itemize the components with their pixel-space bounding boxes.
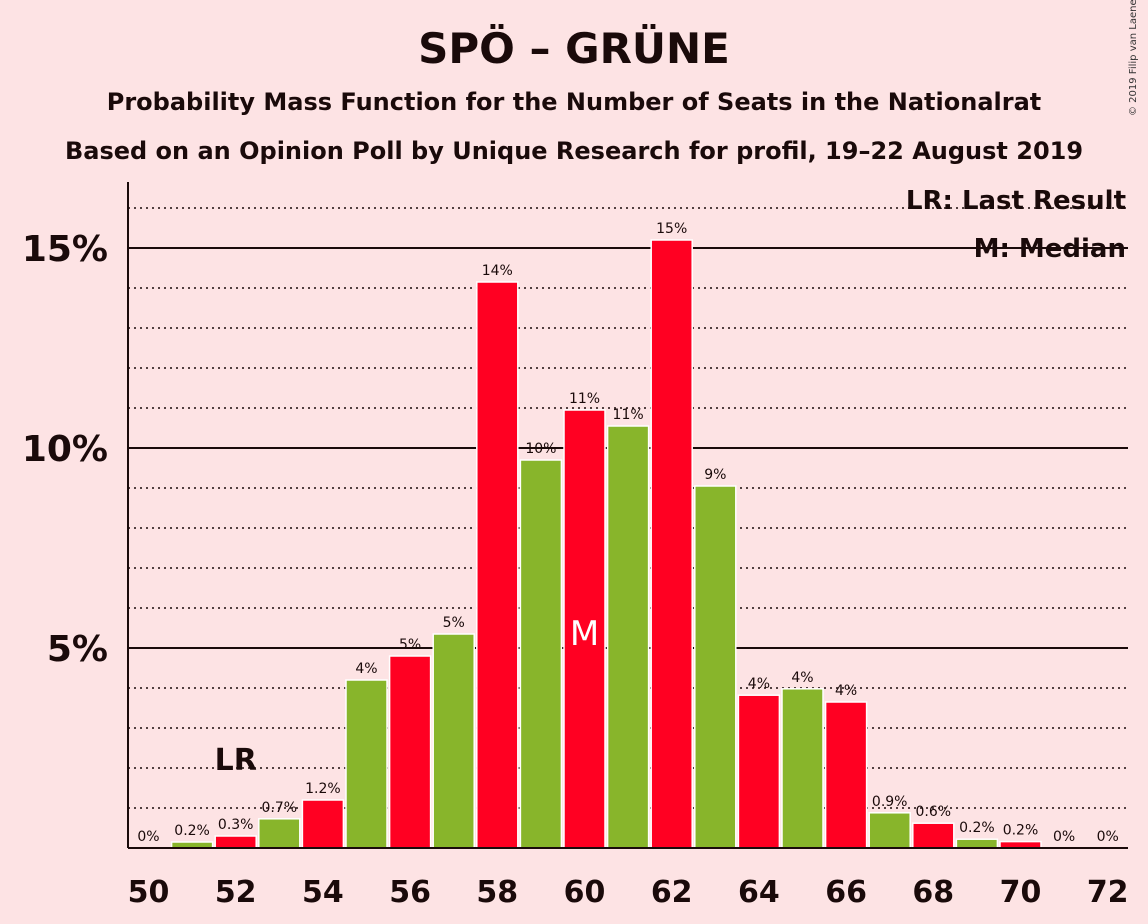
- value-label-seats-61: 11%: [613, 407, 644, 423]
- x-tick-label: 50: [128, 875, 170, 910]
- bar-seats-53: [258, 818, 301, 849]
- y-tick-labels: 5% 10% 15%: [22, 229, 108, 670]
- value-label-seats-69: 0.2%: [959, 820, 995, 836]
- value-label-seats-50: 0%: [137, 829, 159, 845]
- value-label-seats-71: 0%: [1053, 829, 1075, 845]
- chart-title: SPÖ – GRÜNE: [418, 24, 730, 73]
- value-label-seats-64: 4%: [748, 676, 770, 692]
- bar-seats-52: [214, 835, 257, 849]
- value-label-seats-56: 5%: [399, 637, 421, 653]
- value-label-seats-68: 0.6%: [916, 804, 952, 820]
- value-label-seats-55: 4%: [355, 661, 377, 677]
- bar-seats-54: [301, 799, 345, 849]
- median-marker: M: [570, 614, 599, 654]
- bar-seats-55: [345, 679, 388, 849]
- value-label-seats-63: 9%: [704, 467, 726, 483]
- value-label-seats-57: 5%: [443, 615, 465, 631]
- bar-seats-60: [563, 409, 606, 849]
- value-labels: 0% 0.2% 0.3% 0.7% 1.2% 4% 5% 5% 14% 10% 11% 11% 15% 9…: [137, 221, 1118, 845]
- x-tick-label: 66: [825, 875, 867, 910]
- x-tick-label: 62: [651, 875, 693, 910]
- bar-seats-62: [650, 239, 693, 849]
- bars: [170, 239, 1042, 849]
- x-tick-label: 52: [215, 875, 257, 910]
- x-tick-label: 56: [389, 875, 431, 910]
- bar-seats-57: [432, 633, 475, 849]
- chart-subtitle-2: Based on an Opinion Poll by Unique Resea…: [64, 137, 1084, 165]
- bar-seats-63: [694, 485, 737, 849]
- axes: [127, 182, 1128, 849]
- value-label-seats-70: 0.2%: [1003, 823, 1039, 839]
- y-tick-label: 5%: [47, 629, 108, 670]
- bar-seats-66: [824, 701, 868, 849]
- chart-subtitle: Probability Mass Function for the Number…: [106, 88, 1042, 116]
- value-label-seats-51: 0.2%: [174, 823, 210, 839]
- y-tick-label: 15%: [22, 229, 108, 270]
- legend: LR: Last Result M: Median: [906, 186, 1126, 264]
- markers: LR M: [215, 614, 600, 778]
- bar-seats-56: [388, 655, 432, 849]
- value-label-seats-67: 0.9%: [872, 794, 908, 810]
- value-label-seats-52: 0.3%: [218, 817, 254, 833]
- legend-last-result: LR: Last Result: [906, 186, 1126, 216]
- last-result-marker: LR: [215, 743, 257, 778]
- y-tick-label: 10%: [22, 429, 108, 470]
- value-label-seats-53: 0.7%: [262, 800, 298, 816]
- value-label-seats-62: 15%: [656, 221, 687, 237]
- bar-seats-59: [519, 459, 563, 849]
- x-tick-label: 70: [1000, 875, 1042, 910]
- value-label-seats-59: 10%: [525, 441, 556, 457]
- bar-seats-69: [955, 838, 999, 849]
- x-tick-label: 68: [912, 875, 954, 910]
- x-tick-label: 58: [476, 875, 518, 910]
- value-label-seats-54: 1.2%: [305, 781, 341, 797]
- bar-seats-65: [781, 688, 824, 849]
- x-tick-label: 54: [302, 875, 344, 910]
- x-tick-label: 64: [738, 875, 780, 910]
- bar-seats-64: [737, 694, 781, 849]
- bar-seats-58: [476, 281, 519, 849]
- value-label-seats-60: 11%: [569, 391, 600, 407]
- bar-seats-68: [912, 822, 955, 849]
- x-tick-labels: 50 52 54 56 58 60 62 64 66 68 70 72: [128, 875, 1129, 910]
- bar-seats-67: [868, 812, 911, 849]
- bar-seats-61: [606, 425, 650, 849]
- value-label-seats-65: 4%: [791, 670, 813, 686]
- value-label-seats-58: 14%: [482, 263, 513, 279]
- legend-median: M: Median: [974, 234, 1126, 264]
- x-tick-label: 72: [1087, 875, 1129, 910]
- value-label-seats-72: 0%: [1097, 829, 1119, 845]
- value-label-seats-66: 4%: [835, 683, 857, 699]
- x-tick-label: 60: [564, 875, 606, 910]
